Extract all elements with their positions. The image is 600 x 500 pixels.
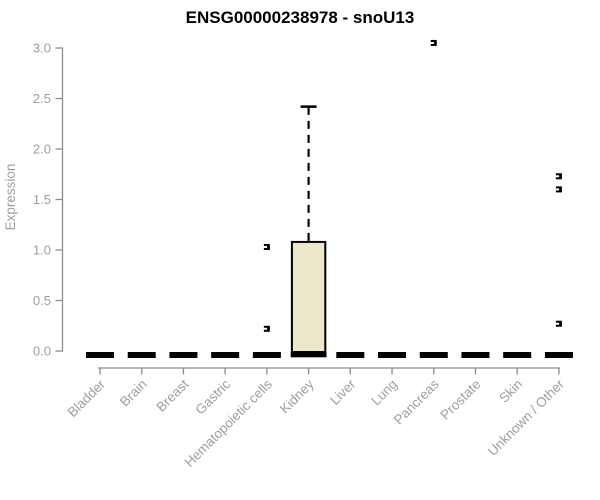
y-tick-label: 0.5 — [33, 293, 51, 308]
y-tick-label: 1.0 — [33, 243, 51, 258]
outlier-point-slot — [428, 41, 434, 44]
x-tick-label: Unknown / Other — [485, 376, 568, 459]
collapsed-box — [419, 352, 448, 358]
median-line — [290, 351, 327, 358]
y-tick-label: 2.5 — [33, 91, 51, 106]
collapsed-box — [169, 352, 198, 358]
box — [290, 240, 327, 353]
collapsed-box — [544, 352, 573, 358]
x-tick-label: Gastric — [192, 376, 233, 417]
collapsed-box — [127, 352, 156, 358]
collapsed-box — [211, 352, 240, 358]
x-tick-label: Bladder — [65, 376, 109, 420]
y-tick-label: 1.5 — [33, 192, 51, 207]
x-tick-label: Liver — [327, 376, 359, 408]
x-tick-label: Brain — [117, 377, 150, 410]
x-tick-label: Pancreas — [391, 376, 442, 427]
y-axis-title: Expression — [3, 164, 18, 231]
x-tick-label: Kidney — [277, 376, 317, 416]
outlier-point-slot — [554, 322, 560, 325]
outlier-point-slot — [554, 188, 560, 191]
collapsed-box — [503, 352, 532, 358]
outlier-point-slot — [554, 175, 560, 178]
outlier-point-slot — [262, 245, 268, 248]
collapsed-box — [86, 352, 114, 358]
y-tick-label: 0.0 — [33, 344, 51, 359]
collapsed-box — [378, 352, 407, 358]
collapsed-box — [252, 352, 281, 358]
collapsed-box — [461, 352, 490, 358]
x-tick-label: Prostate — [437, 377, 483, 423]
chart-title: ENSG00000238978 - snoU13 — [185, 8, 415, 27]
y-tick-label: 2.0 — [33, 142, 51, 157]
y-tick-label: 3.0 — [33, 41, 51, 56]
x-tick-label: Lung — [368, 377, 400, 409]
x-tick-label: Skin — [496, 377, 525, 406]
outlier-point-slot — [262, 327, 268, 330]
collapsed-box — [336, 352, 365, 358]
x-tick-label: Breast — [153, 376, 191, 414]
